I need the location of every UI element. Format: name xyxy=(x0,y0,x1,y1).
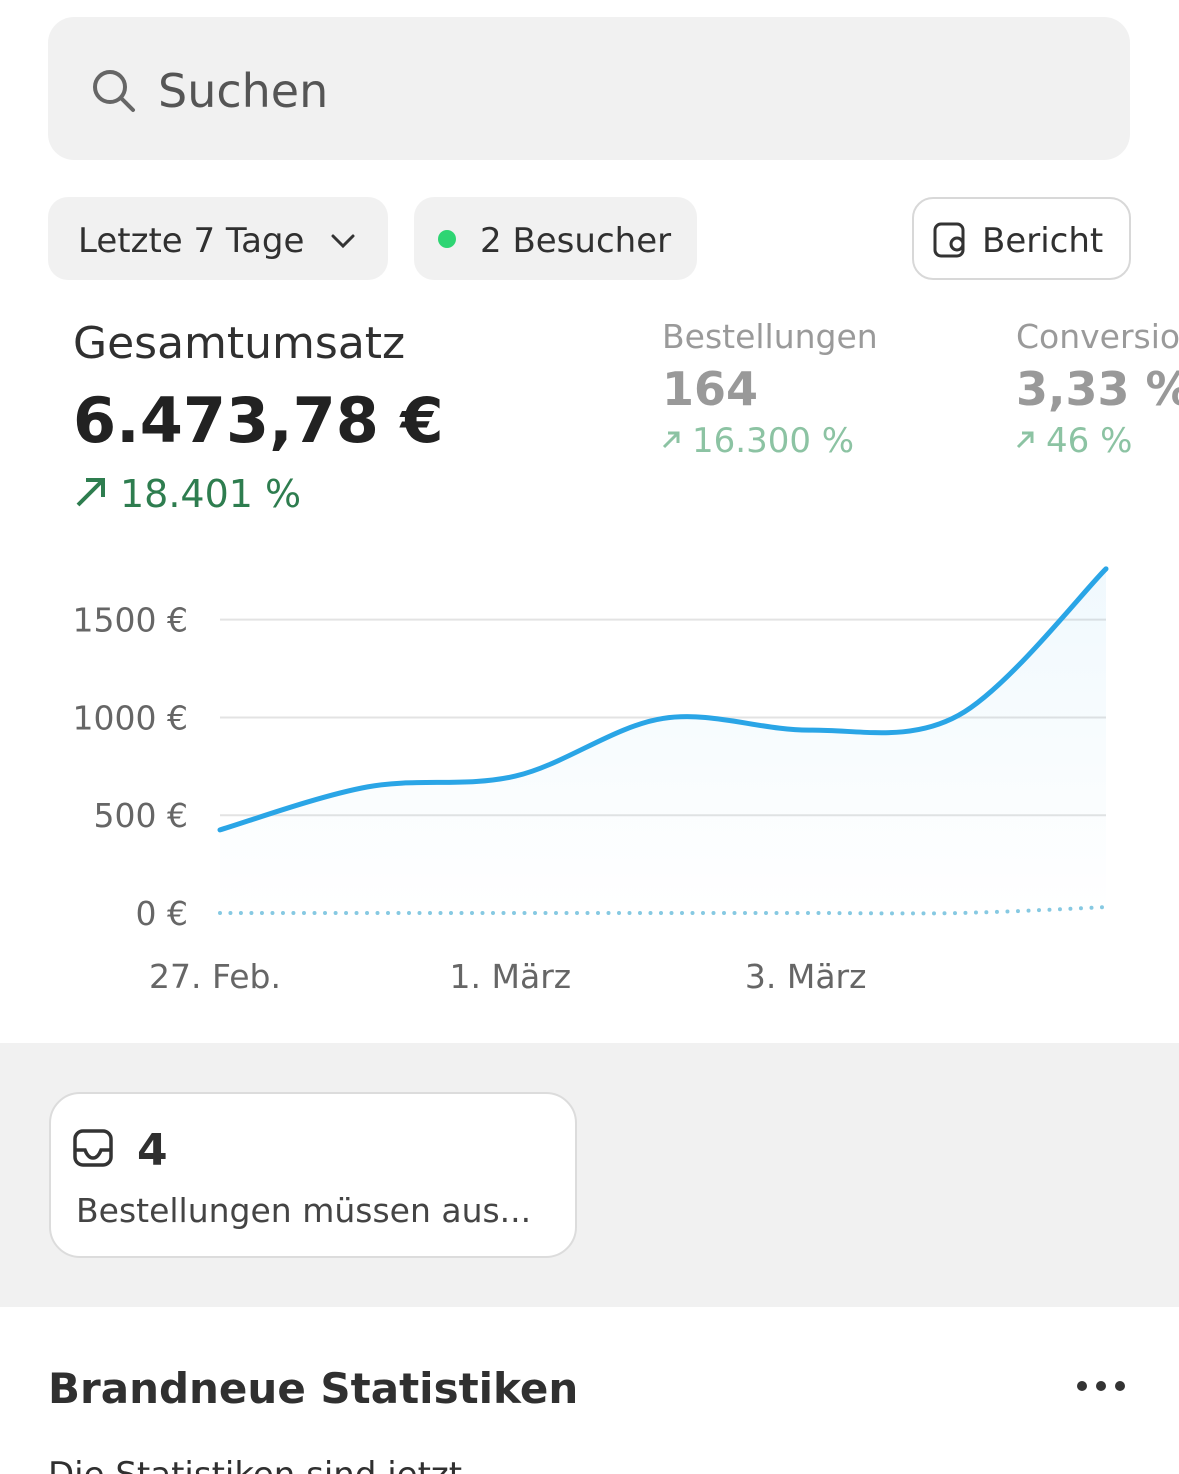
period-label: Letzte 7 Tage xyxy=(78,221,304,261)
section-text: Die Statistiken sind jetzt xyxy=(48,1455,462,1474)
y-tick-label: 1000 € xyxy=(73,698,188,737)
metric-value: 164 xyxy=(662,362,758,416)
report-button[interactable] xyxy=(912,197,1131,280)
chart: 0 € 500 € 1000 € 1500 € 27. Feb. 1. März 3. Mä… xyxy=(73,566,1109,996)
card-text: Bestellungen müssen aus... xyxy=(76,1191,531,1230)
metric-change: 18.401 % xyxy=(120,472,301,516)
trend-arrow xyxy=(662,431,680,449)
search-box[interactable] xyxy=(48,17,1130,160)
x-tick-label: 1. März xyxy=(450,957,572,996)
area xyxy=(220,568,1106,913)
report-icon xyxy=(949,236,965,252)
line xyxy=(217,566,1109,833)
period-button[interactable] xyxy=(48,197,388,280)
orders-card[interactable] xyxy=(49,1092,577,1258)
search-icon xyxy=(93,70,127,104)
search-placeholder: Suchen xyxy=(158,64,328,118)
metric-change: 16.300 % xyxy=(692,421,854,461)
metric-label: Conversio xyxy=(1016,317,1179,356)
metric-value: 3,33 % xyxy=(1016,362,1179,416)
chevron xyxy=(331,234,355,249)
live-dot xyxy=(438,230,456,248)
metric-label: Bestellungen xyxy=(662,317,878,356)
more-icon[interactable] xyxy=(1077,1381,1087,1391)
report-label: Bericht xyxy=(982,221,1103,261)
y-tick-label: 0 € xyxy=(136,894,188,933)
visitors-label: 2 Besucher xyxy=(480,221,671,261)
more-icon xyxy=(1096,1381,1106,1391)
inbox-icon xyxy=(75,1148,111,1160)
metric-label: Gesamtumsatz xyxy=(73,318,405,369)
metric-change: 46 % xyxy=(1046,421,1132,461)
search-icon xyxy=(119,96,135,112)
y-tick-label: 1500 € xyxy=(73,601,188,640)
metric-value: 6.473,78 € xyxy=(73,384,444,457)
section-title: Brandneue Statistiken xyxy=(48,1364,578,1413)
x-tick-label: 3. März xyxy=(745,957,867,996)
card-count: 4 xyxy=(137,1125,168,1176)
x-tick-label: 27. Feb. xyxy=(149,957,281,996)
more-icon xyxy=(1115,1381,1125,1391)
inbox-icon xyxy=(73,1129,113,1167)
trend-arrow xyxy=(76,478,105,507)
trend-arrow xyxy=(1016,431,1034,449)
y-tick-label: 500 € xyxy=(94,796,188,835)
visitors-button[interactable] xyxy=(414,197,697,280)
